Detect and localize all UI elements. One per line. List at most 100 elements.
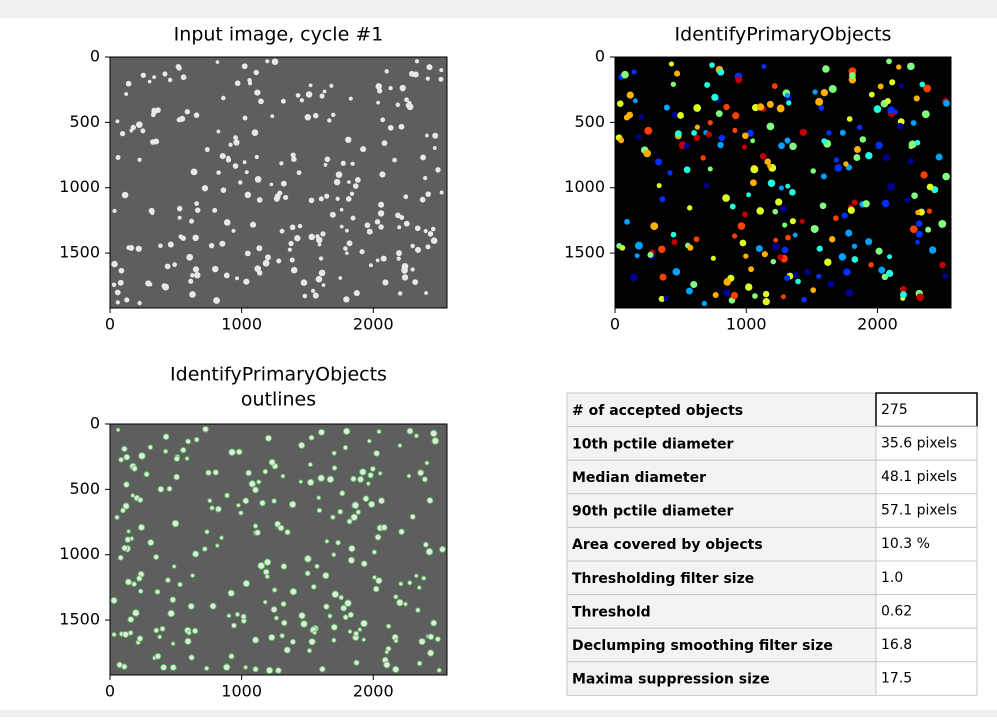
cell — [331, 112, 336, 118]
cell — [397, 225, 402, 230]
object-outline — [424, 460, 430, 466]
object-label — [770, 258, 777, 265]
object-label — [875, 141, 883, 150]
object-label — [616, 100, 624, 107]
object-outline — [116, 661, 123, 669]
object-outline — [430, 619, 438, 627]
object-label — [693, 236, 700, 243]
object-label — [781, 246, 789, 254]
cell — [295, 93, 301, 98]
x-tick-label: 1000 — [726, 315, 767, 334]
cell — [279, 161, 284, 166]
cell — [283, 194, 289, 201]
object-label — [718, 134, 726, 142]
cell — [320, 231, 326, 237]
object-label — [887, 106, 895, 114]
object-label — [755, 245, 763, 253]
cell — [119, 130, 126, 137]
object-label — [907, 158, 914, 165]
object-label — [764, 158, 771, 165]
cell — [350, 215, 356, 221]
object-label — [820, 89, 829, 97]
object-outline — [185, 438, 192, 445]
object-label — [668, 61, 675, 67]
object-outline — [380, 524, 388, 532]
object-label — [777, 254, 784, 261]
cell — [350, 161, 355, 166]
cell — [194, 272, 201, 279]
cell — [338, 276, 343, 280]
cell — [147, 79, 152, 84]
object-label — [701, 300, 708, 307]
object-outline — [416, 660, 423, 667]
object-label — [942, 172, 950, 181]
cell — [115, 119, 120, 124]
cell — [297, 223, 303, 229]
cell — [400, 86, 405, 92]
object-label — [759, 153, 767, 160]
object-label — [884, 98, 891, 105]
object-label — [767, 163, 773, 169]
object-label — [913, 95, 920, 102]
row-label: Area covered by objects — [572, 537, 763, 553]
object-outline — [248, 480, 257, 488]
cell — [184, 109, 190, 115]
object-label — [816, 245, 823, 252]
row-label: Declumping smoothing filter size — [572, 638, 833, 654]
object-outline — [215, 505, 222, 513]
row-value: 10.3 % — [881, 536, 930, 552]
object-label — [900, 291, 907, 299]
object-label — [821, 138, 827, 144]
object-label — [735, 76, 743, 84]
object-outline — [375, 577, 383, 585]
object-outline — [166, 485, 173, 492]
cell — [176, 205, 183, 212]
object-label — [778, 185, 784, 191]
object-outline — [359, 468, 367, 476]
object-outline — [209, 602, 217, 610]
object-outline — [254, 529, 261, 536]
cell — [162, 283, 169, 291]
object-outline — [316, 507, 323, 514]
object-outline — [374, 533, 382, 541]
object-outline — [316, 495, 322, 501]
object-outline — [439, 545, 446, 553]
object-label — [896, 122, 904, 130]
y-tick-label: 1500 — [59, 610, 100, 629]
cell — [242, 160, 247, 165]
cell — [430, 237, 438, 244]
object-outline — [264, 434, 273, 442]
row-label: 10th pctile diameter — [572, 436, 734, 452]
cell — [414, 225, 421, 232]
row-label: Thresholding filter size — [572, 571, 754, 587]
object-label — [847, 206, 855, 214]
cell — [308, 233, 315, 241]
object-label — [819, 202, 827, 210]
object-label — [624, 218, 630, 225]
object-label — [785, 183, 791, 189]
object-label — [742, 211, 748, 218]
object-label — [707, 166, 713, 172]
object-label — [623, 114, 630, 121]
object-label — [780, 294, 786, 300]
cell — [220, 187, 227, 193]
object-label — [789, 218, 796, 225]
object-outline — [361, 637, 367, 642]
cell — [304, 114, 312, 121]
object-outline — [262, 468, 269, 475]
object-label — [626, 91, 634, 99]
object-outline — [265, 666, 274, 675]
object-outline — [436, 667, 442, 673]
cell — [308, 197, 315, 204]
object-label — [732, 233, 738, 239]
cell — [238, 180, 243, 185]
object-outline — [257, 561, 266, 570]
row-value: 16.8 — [881, 637, 912, 653]
object-outline — [173, 473, 180, 481]
cell — [432, 146, 437, 150]
cell — [305, 91, 313, 98]
object-outline — [271, 498, 277, 504]
object-outline — [392, 665, 400, 674]
y-tick-label: 0 — [595, 47, 605, 66]
row-value: 0.62 — [881, 603, 912, 619]
